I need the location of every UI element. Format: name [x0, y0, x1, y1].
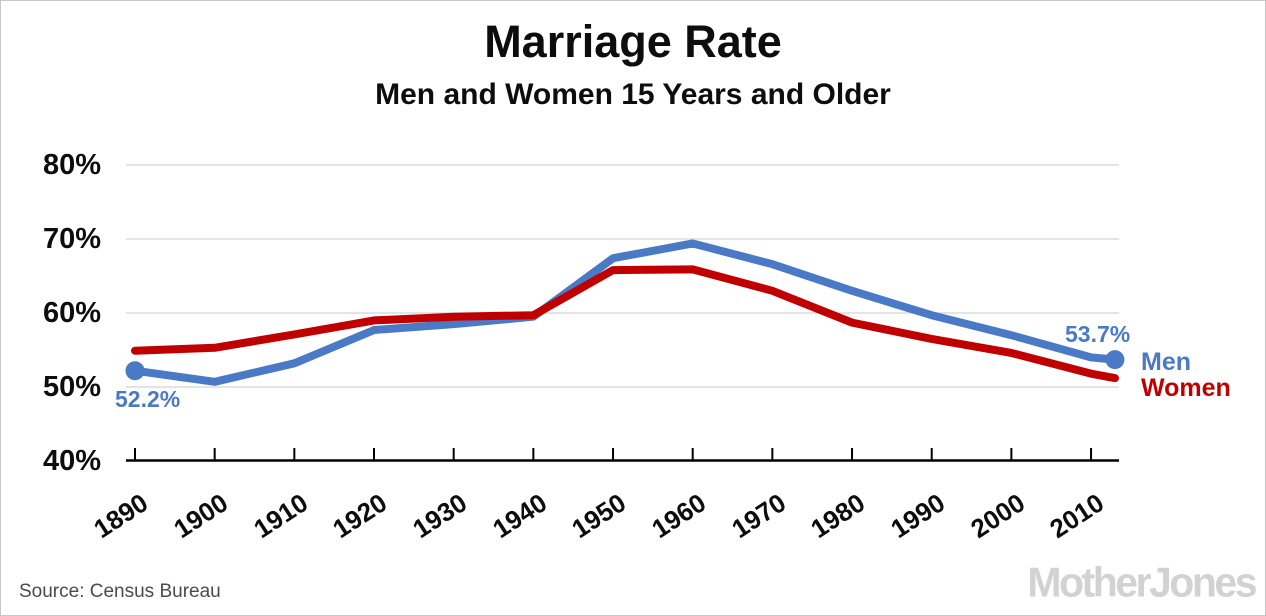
y-axis-label: 80% — [42, 149, 101, 181]
series-line-women — [131, 265, 1119, 383]
series-marker-men-last — [1105, 350, 1125, 370]
series-label-men: Men — [1141, 348, 1191, 376]
last-point-value-label: 53.7% — [1065, 321, 1131, 347]
y-axis-label: 50% — [42, 371, 101, 403]
y-axis-label: 40% — [42, 445, 101, 477]
first-point-value-label: 52.2% — [115, 386, 181, 412]
motherjones-logo: MotherJones — [1027, 558, 1257, 606]
series-label-women: Women — [1141, 374, 1231, 402]
chart-subtitle: Men and Women 15 Years and Older — [375, 78, 891, 111]
y-axis-label: 60% — [42, 297, 101, 329]
y-axis-label: 70% — [42, 223, 101, 255]
chart-title: Marriage Rate — [484, 16, 782, 67]
series-line-men — [131, 239, 1119, 386]
source-text: Source: Census Bureau — [19, 581, 221, 602]
series-marker-men-first — [125, 361, 145, 381]
